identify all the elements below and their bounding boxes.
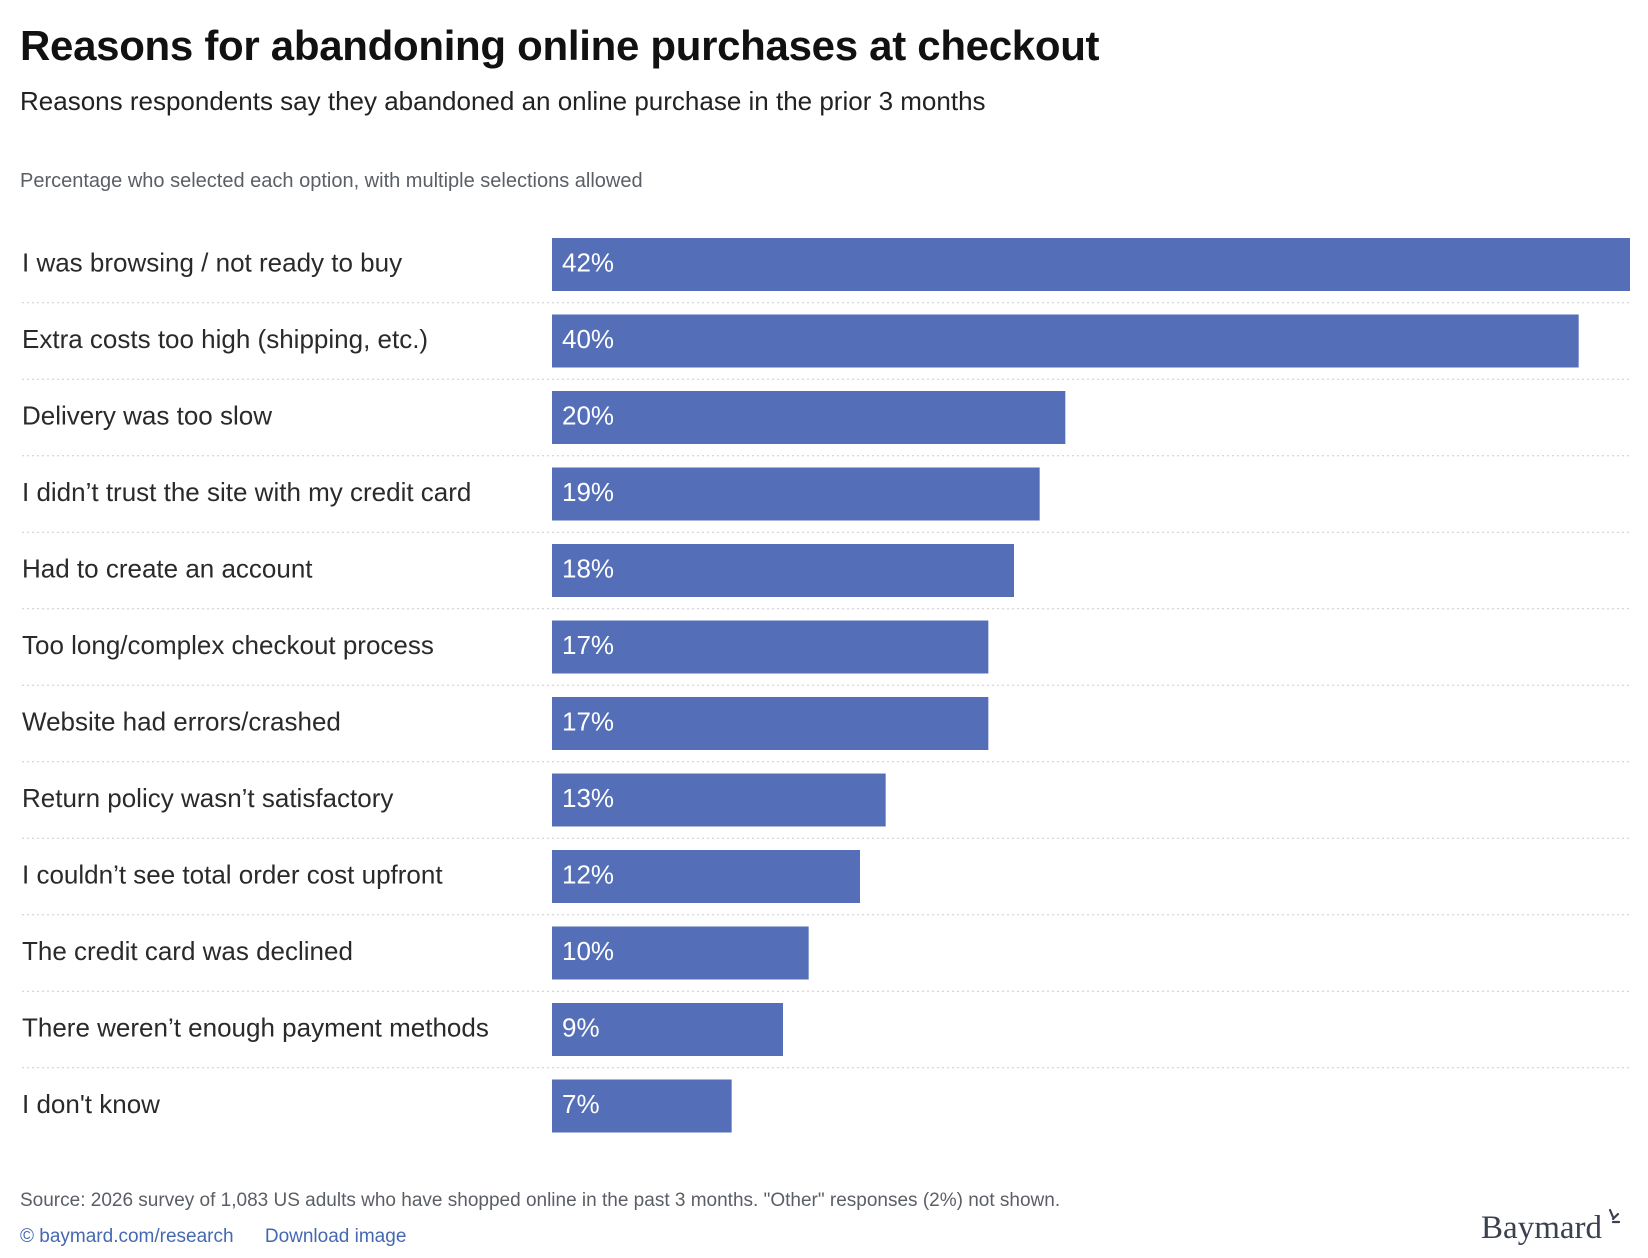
bar — [552, 773, 886, 827]
category-label: I was browsing / not ready to buy — [22, 247, 402, 277]
category-label: Delivery was too slow — [22, 400, 272, 430]
bar — [552, 238, 1630, 291]
baymard-logo: Baymard — [1481, 1208, 1622, 1247]
value-label: 9% — [562, 1012, 600, 1042]
chart-title: Reasons for abandoning online purchases … — [20, 22, 1100, 69]
bar — [552, 544, 1014, 597]
footer-links: © baymard.com/research Download image — [20, 1226, 432, 1248]
baymard-research-link[interactable]: © baymard.com/research — [20, 1226, 234, 1247]
bar — [552, 1079, 732, 1133]
category-label: Too long/complex checkout process — [22, 630, 434, 660]
category-label: Return policy wasn’t satisfactory — [22, 783, 393, 813]
category-label: Extra costs too high (shipping, etc.) — [22, 324, 428, 354]
value-label: 10% — [562, 936, 614, 966]
chart-subtitle: Reasons respondents say they abandoned a… — [20, 86, 986, 116]
bar — [552, 620, 989, 674]
bar — [552, 314, 1579, 368]
value-label: 20% — [562, 400, 614, 430]
category-label: I couldn’t see total order cost upfront — [22, 859, 443, 889]
category-label: The credit card was declined — [22, 936, 353, 966]
value-label: 13% — [562, 783, 614, 813]
bar — [552, 467, 1040, 521]
value-label: 18% — [562, 553, 614, 583]
category-label: I didn’t trust the site with my credit c… — [22, 477, 471, 507]
value-label: 42% — [562, 247, 614, 277]
bar — [552, 850, 860, 903]
bar — [552, 926, 809, 980]
category-label: There weren’t enough payment methods — [22, 1012, 489, 1042]
value-label: 40% — [562, 324, 614, 354]
value-label: 17% — [562, 630, 614, 660]
bar-chart: I was browsing / not ready to buy 42% Extr… — [22, 238, 1630, 1133]
bar — [552, 697, 989, 750]
value-label: 12% — [562, 859, 614, 889]
source-note: Source: 2026 survey of 1,083 US adults w… — [20, 1190, 1061, 1211]
value-label: 7% — [562, 1089, 600, 1119]
category-label: I don't know — [22, 1089, 160, 1119]
logo-text: Baymard — [1481, 1210, 1602, 1246]
category-label: Website had errors/crashed — [22, 706, 341, 736]
logo-mark-icon — [1608, 1208, 1621, 1224]
bar — [552, 391, 1066, 444]
category-label: Had to create an account — [22, 553, 313, 583]
download-image-link[interactable]: Download image — [264, 1226, 407, 1247]
chart-note: Percentage who selected each option, wit… — [20, 170, 643, 192]
bar — [552, 1003, 783, 1056]
value-label: 17% — [562, 706, 614, 736]
value-label: 19% — [562, 477, 614, 507]
